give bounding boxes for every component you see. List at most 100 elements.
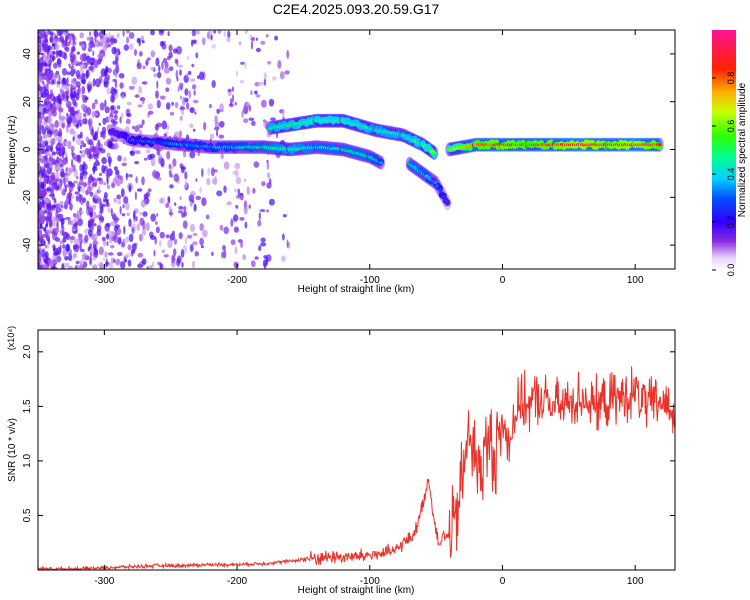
noise-speckle	[106, 177, 109, 185]
noise-speckle	[44, 133, 51, 139]
noise-speckle	[172, 158, 177, 167]
noise-speckle	[150, 50, 155, 58]
spectrogram-y-axis-label: Frequency (Hz)	[7, 116, 18, 185]
noise-speckle	[79, 261, 83, 269]
noise-speckle	[129, 43, 134, 50]
noise-speckle	[99, 148, 106, 154]
noise-speckle	[186, 102, 190, 110]
noise-speckle	[62, 187, 65, 194]
noise-speckle	[44, 226, 47, 234]
noise-speckle	[193, 90, 196, 96]
noise-speckle	[206, 177, 211, 186]
noise-speckle	[99, 198, 102, 206]
noise-speckle	[70, 220, 74, 226]
noise-speckle	[61, 151, 64, 159]
noise-speckle	[235, 204, 239, 209]
noise-speckle	[38, 111, 42, 119]
noise-speckle	[121, 162, 127, 167]
noise-speckle	[230, 218, 234, 227]
noise-speckle	[268, 178, 272, 185]
noise-speckle	[69, 55, 75, 63]
noise-speckle	[55, 185, 60, 190]
noise-speckle	[75, 92, 80, 101]
noise-speckle	[81, 118, 88, 125]
noise-speckle	[166, 124, 170, 131]
noise-speckle	[57, 144, 61, 149]
noise-speckle	[110, 256, 114, 266]
noise-speckle	[125, 118, 131, 125]
noise-speckle	[153, 73, 158, 77]
noise-speckle	[159, 240, 162, 247]
noise-speckle	[84, 148, 91, 155]
snr-multiplier-label: (x10⁴)	[6, 326, 16, 350]
noise-speckle	[40, 168, 47, 178]
noise-speckle	[108, 158, 112, 168]
noise-speckle	[184, 237, 187, 245]
noise-speckle	[40, 181, 45, 189]
noise-speckle	[65, 197, 69, 205]
noise-speckle	[139, 217, 145, 226]
tail-band-peak	[657, 143, 662, 147]
noise-speckle	[72, 136, 75, 142]
noise-speckle	[115, 65, 120, 74]
noise-speckle	[114, 73, 118, 78]
noise-speckle	[73, 68, 76, 75]
noise-speckle	[61, 84, 67, 89]
noise-speckle	[141, 40, 145, 44]
noise-speckle	[66, 112, 69, 117]
noise-speckle	[121, 213, 126, 217]
noise-speckle	[70, 46, 76, 52]
noise-speckle	[124, 259, 128, 263]
noise-speckle	[38, 90, 41, 98]
noise-speckle	[82, 143, 87, 148]
noise-speckle	[236, 70, 238, 77]
noise-speckle	[181, 262, 184, 268]
noise-speckle	[93, 112, 99, 117]
colorbar-tick-label: 0.8	[726, 72, 736, 85]
noise-speckle	[48, 179, 54, 185]
noise-speckle	[55, 207, 62, 213]
noise-speckle	[106, 222, 111, 228]
noise-speckle	[131, 243, 137, 251]
noise-speckle	[239, 192, 244, 201]
noise-speckle	[125, 202, 130, 211]
noise-speckle	[145, 149, 151, 154]
figure-title: C2E4.2025.093.20.59.G17	[273, 1, 440, 17]
noise-speckle	[161, 120, 168, 130]
noise-speckle	[51, 158, 56, 163]
noise-speckle	[238, 41, 242, 46]
noise-speckle	[44, 154, 48, 162]
noise-speckle	[118, 73, 125, 79]
noise-speckle	[171, 230, 175, 236]
noise-speckle	[194, 251, 199, 257]
noise-speckle	[266, 159, 269, 164]
noise-speckle	[137, 104, 143, 108]
noise-speckle	[79, 171, 84, 181]
noise-speckle	[66, 175, 69, 183]
noise-speckle	[109, 90, 116, 95]
noise-speckle	[40, 235, 43, 241]
y-tick-label: 0	[22, 146, 33, 152]
noise-speckle	[156, 122, 163, 128]
noise-speckle	[63, 205, 68, 209]
noise-speckle	[75, 195, 79, 202]
noise-speckle	[181, 109, 184, 116]
noise-speckle	[50, 80, 54, 85]
noise-speckle	[43, 51, 47, 60]
noise-speckle	[108, 31, 111, 40]
spectrogram-x-axis-label: Height of straight line (km)	[298, 284, 415, 295]
noise-speckle	[123, 196, 129, 204]
noise-speckle	[43, 210, 47, 214]
noise-speckle	[100, 132, 105, 136]
noise-speckle	[58, 182, 63, 191]
noise-speckle	[118, 198, 121, 205]
noise-speckle	[74, 191, 80, 195]
noise-speckle	[281, 255, 286, 262]
noise-speckle	[38, 164, 41, 172]
noise-speckle	[120, 112, 124, 118]
noise-speckle	[136, 188, 143, 192]
noise-speckle	[39, 155, 44, 160]
noise-speckle	[234, 162, 241, 170]
noise-speckle	[250, 90, 253, 96]
